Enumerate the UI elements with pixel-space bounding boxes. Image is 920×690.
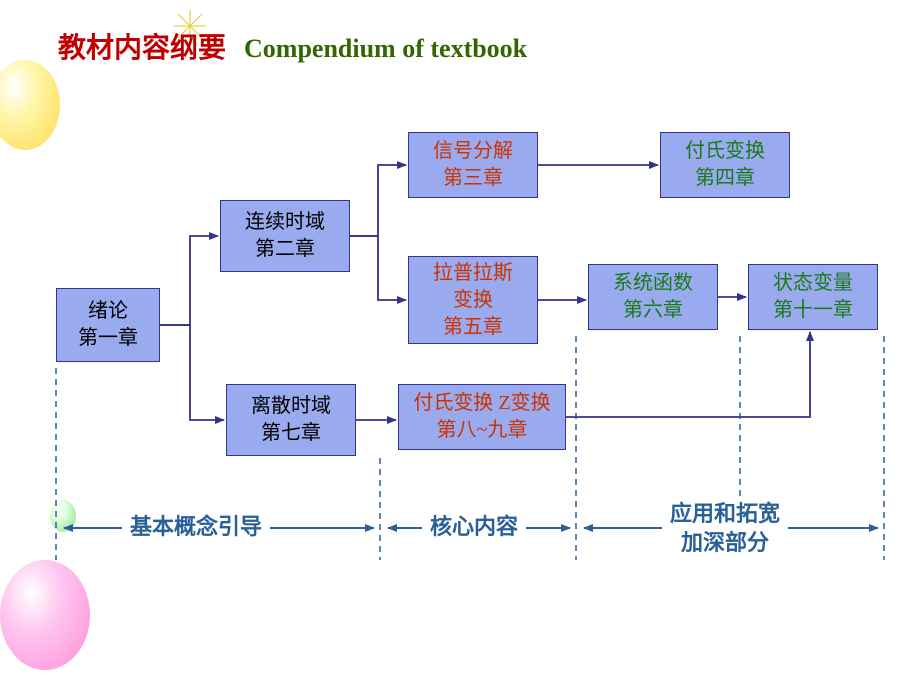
node-line: 拉普拉斯 <box>433 260 513 287</box>
node-line: 变换 <box>453 287 493 314</box>
node-line: 第一章 <box>78 325 138 352</box>
node-ch11: 状态变量第十一章 <box>748 264 878 330</box>
node-line: 状态变量 <box>773 270 853 297</box>
node-line: 第八~九章 <box>437 417 528 444</box>
node-line: 付氏变换 <box>685 138 765 165</box>
title-cn: 教材内容纲要 <box>58 33 226 64</box>
node-line: 第七章 <box>261 420 321 447</box>
node-line: 连续时域 <box>245 209 325 236</box>
arrow-ch2->ch3 <box>350 165 406 236</box>
node-line: 第二章 <box>255 236 315 263</box>
node-ch3: 信号分解第三章 <box>408 132 538 198</box>
node-ch2: 连续时域第二章 <box>220 200 350 272</box>
node-line: 第四章 <box>695 165 755 192</box>
section-label-line: 核心内容 <box>430 513 518 542</box>
page-title: 教材内容纲要 Compendium of textbook <box>58 26 527 66</box>
node-line: 第五章 <box>443 314 503 341</box>
arrow-ch1->ch2 <box>160 236 218 325</box>
node-line: 离散时域 <box>251 393 331 420</box>
arrow-ch1->ch7 <box>160 325 224 420</box>
node-ch89: 付氏变换 Z变换第八~九章 <box>398 384 566 450</box>
section-label-line: 基本概念引导 <box>130 513 262 542</box>
node-line: 付氏变换 Z变换 <box>413 390 550 417</box>
arrow-ch89->ch11 <box>566 332 810 417</box>
node-line: 第六章 <box>623 297 683 324</box>
node-ch4: 付氏变换第四章 <box>660 132 790 198</box>
node-ch1: 绪论第一章 <box>56 288 160 362</box>
section-label-1: 核心内容 <box>430 513 518 542</box>
section-label-0: 基本概念引导 <box>130 513 262 542</box>
node-line: 绪论 <box>88 298 128 325</box>
node-line: 信号分解 <box>433 138 513 165</box>
section-label-line: 加深部分 <box>670 529 780 558</box>
arrow-ch2->ch5 <box>350 236 406 300</box>
node-line: 第三章 <box>443 165 503 192</box>
node-ch7: 离散时域第七章 <box>226 384 356 456</box>
section-label-line: 应用和拓宽 <box>670 500 780 529</box>
section-label-2: 应用和拓宽加深部分 <box>670 500 780 557</box>
title-en: Compendium of textbook <box>244 34 527 63</box>
node-line: 系统函数 <box>613 270 693 297</box>
node-line: 第十一章 <box>773 297 853 324</box>
node-ch5: 拉普拉斯变换第五章 <box>408 256 538 344</box>
node-ch6: 系统函数第六章 <box>588 264 718 330</box>
